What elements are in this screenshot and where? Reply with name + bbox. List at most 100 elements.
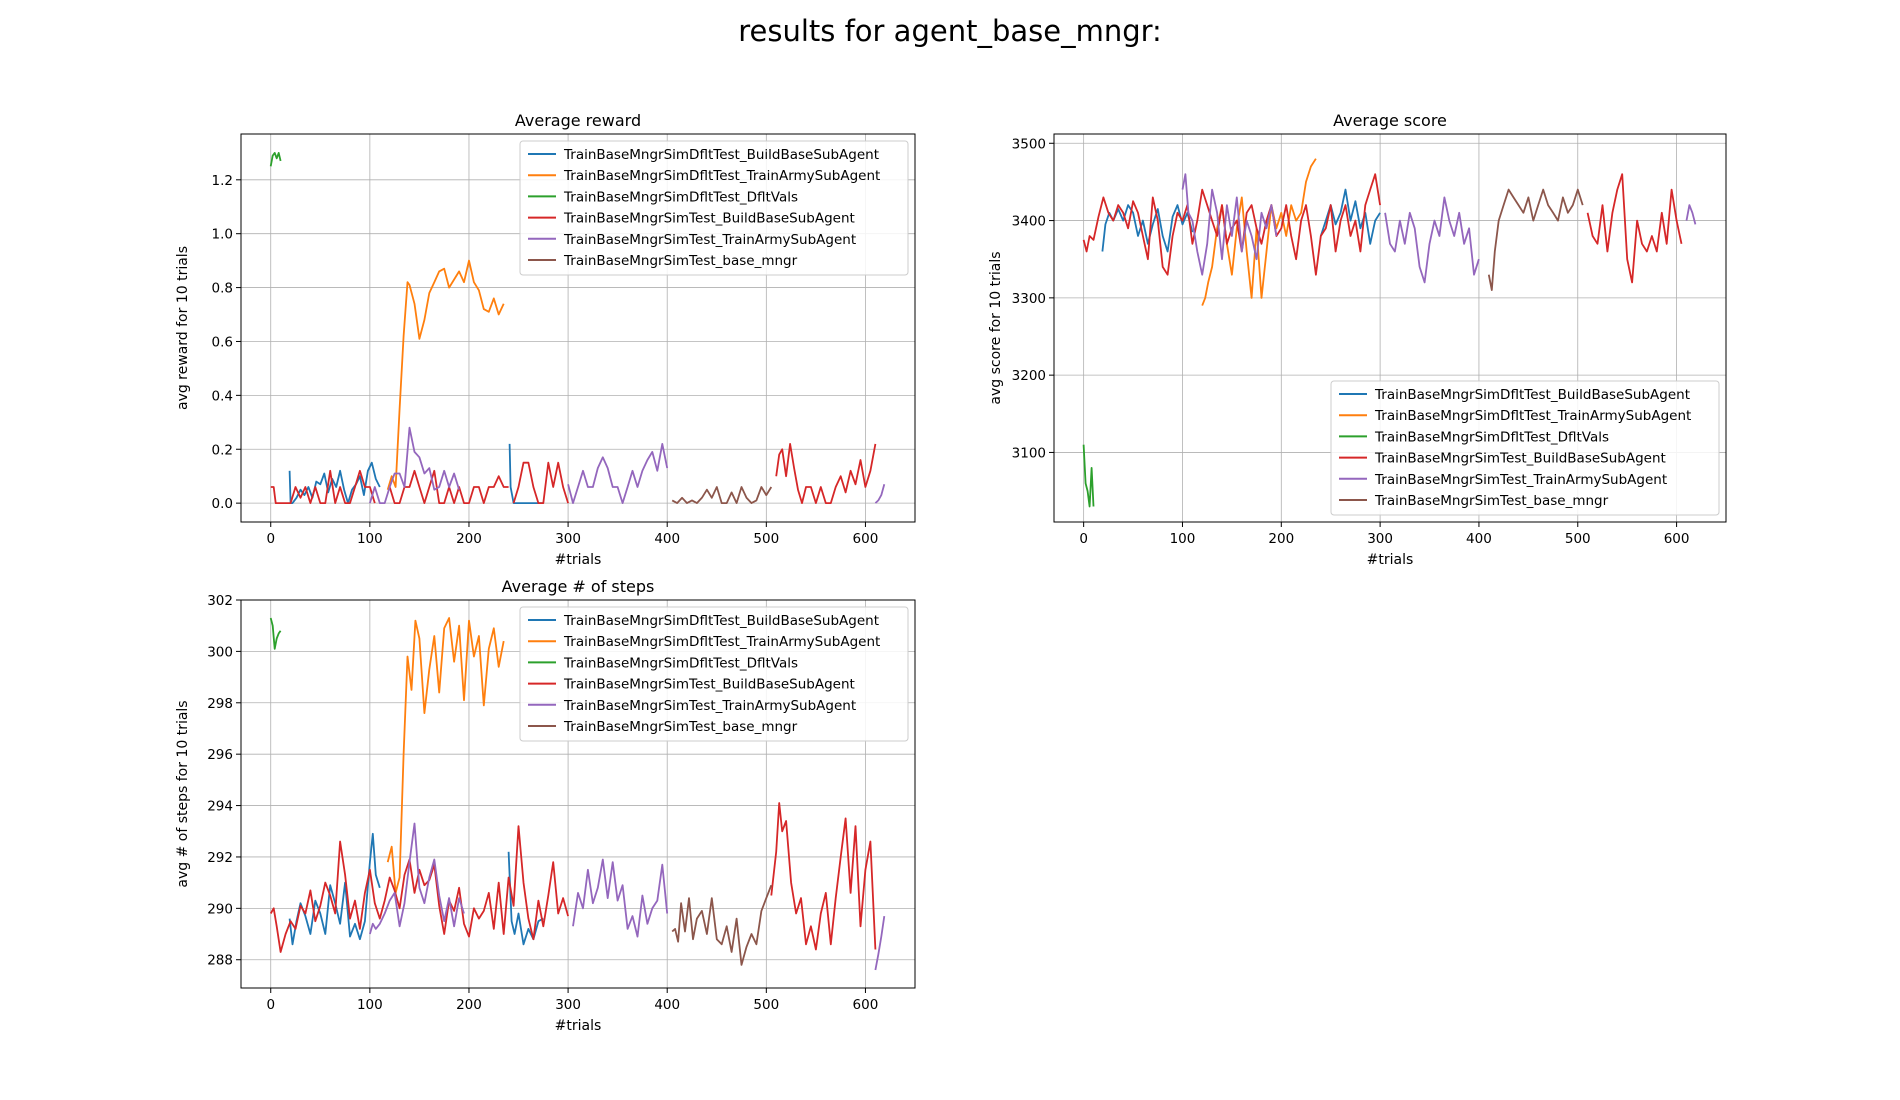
x-tick-label: 600 <box>853 997 879 1013</box>
legend-label: TrainBaseMngrSimDfltTest_BuildBaseSubAge… <box>1374 387 1690 403</box>
series-line-4-0 <box>369 426 460 505</box>
y-tick-label: 3200 <box>1012 368 1046 384</box>
x-tick-label: 0 <box>1079 531 1088 547</box>
series-line-3-0 <box>270 469 376 505</box>
x-tick-label: 400 <box>654 531 680 547</box>
x-tick-label: 0 <box>266 997 275 1013</box>
figure-title: results for agent_base_mngr: <box>738 14 1162 48</box>
y-tick-label: 3500 <box>1012 136 1046 152</box>
y-tick-label: 1.0 <box>212 227 233 243</box>
legend-box <box>519 606 909 742</box>
y-tick-label: 3100 <box>1012 445 1046 461</box>
legend-label: TrainBaseMngrSimTest_BuildBaseSubAgent <box>563 677 855 693</box>
series-line-3-1 <box>1586 173 1683 284</box>
x-axis-label: #trials <box>555 552 602 568</box>
legend-label: TrainBaseMngrSimTest_BuildBaseSubAgent <box>563 211 855 227</box>
series-line-4-2 <box>1685 204 1697 225</box>
series-line-0-1 <box>508 443 544 505</box>
y-tick-label: 0.4 <box>212 388 233 404</box>
series-line-2-0 <box>269 151 282 167</box>
x-tick-label: 200 <box>1268 531 1294 547</box>
chart-average-steps: 0 100 200 300 400 500 600 288 290 292 294 296 298 300… <box>175 577 916 1034</box>
chart-average-score: 0 100 200 300 400 500 600 3100 3200 3300 3400 3500 A… <box>988 111 1727 568</box>
series-line-3-3 <box>775 442 877 505</box>
x-tick-label: 600 <box>853 531 879 547</box>
y-axis-label: avg # of steps for 10 trials <box>175 700 191 887</box>
legend-box <box>1330 380 1720 516</box>
y-tick-label: 0.8 <box>212 281 233 297</box>
legend-label: TrainBaseMngrSimTest_base_mngr <box>563 253 798 269</box>
series-line-1-0 <box>386 617 505 894</box>
series-line-0-1 <box>507 851 544 946</box>
legend-label: TrainBaseMngrSimTest_BuildBaseSubAgent <box>1374 451 1666 467</box>
series-line-3-0 <box>269 825 569 953</box>
legend-label: TrainBaseMngrSimDfltTest_BuildBaseSubAge… <box>563 613 879 629</box>
x-tick-label: 100 <box>1170 531 1196 547</box>
legend-label: TrainBaseMngrSimDfltTest_DfltVals <box>563 189 798 205</box>
series-line-2-0 <box>1082 444 1095 508</box>
x-tick-label: 400 <box>654 997 680 1013</box>
y-tick-label: 302 <box>207 593 233 609</box>
legend-label: TrainBaseMngrSimDfltTest_DfltVals <box>1374 429 1609 445</box>
y-tick-label: 294 <box>207 799 233 815</box>
y-tick-label: 288 <box>207 953 233 969</box>
series-line-2-0 <box>269 617 282 650</box>
legend-box <box>519 140 909 276</box>
legend-label: TrainBaseMngrSimDfltTest_DfltVals <box>563 655 798 671</box>
plot-frame <box>240 599 916 989</box>
legend-label: TrainBaseMngrSimDfltTest_TrainArmySubAge… <box>1374 408 1691 424</box>
y-tick-label: 292 <box>207 850 233 866</box>
y-tick-label: 0.0 <box>212 496 233 512</box>
series-line-1-0 <box>386 259 505 490</box>
legend-label: TrainBaseMngrSimTest_base_mngr <box>563 719 798 735</box>
series-line-4-2 <box>874 915 886 971</box>
series-line-3-2 <box>512 461 569 505</box>
plot-frame <box>1053 133 1727 523</box>
plot-frame <box>240 133 916 523</box>
series-line-4-0 <box>369 822 465 935</box>
y-tick-label: 0.6 <box>212 334 233 350</box>
y-axis-label: avg score for 10 trials <box>988 251 1004 404</box>
legend-label: TrainBaseMngrSimDfltTest_BuildBaseSubAge… <box>563 147 879 163</box>
x-tick-label: 500 <box>1565 531 1591 547</box>
y-tick-label: 296 <box>207 747 233 763</box>
series-line-4-2 <box>874 484 886 504</box>
series-line-4-1 <box>1384 196 1480 284</box>
series-line-5-0 <box>671 486 773 505</box>
chart-title: Average reward <box>515 111 641 130</box>
series-line-4-1 <box>572 858 669 938</box>
x-tick-label: 0 <box>266 531 275 547</box>
x-tick-label: 300 <box>555 531 581 547</box>
chart-title: Average score <box>1333 111 1447 130</box>
series-line-3-0 <box>1082 173 1381 276</box>
series-line-4-0 <box>1181 173 1278 276</box>
series-line-5-0 <box>1487 188 1584 292</box>
legend-label: TrainBaseMngrSimTest_TrainArmySubAgent <box>563 232 856 248</box>
y-tick-label: 1.2 <box>212 173 233 189</box>
y-tick-label: 3300 <box>1012 291 1046 307</box>
legend-label: TrainBaseMngrSimDfltTest_TrainArmySubAge… <box>563 634 880 650</box>
x-tick-label: 600 <box>1664 531 1690 547</box>
series-line-3-1 <box>770 802 877 951</box>
legend-label: TrainBaseMngrSimTest_TrainArmySubAgent <box>1374 472 1667 488</box>
x-tick-label: 100 <box>357 531 383 547</box>
y-axis-label: avg reward for 10 trials <box>175 246 191 410</box>
x-tick-label: 500 <box>753 531 779 547</box>
x-tick-label: 100 <box>357 997 383 1013</box>
legend-label: TrainBaseMngrSimTest_TrainArmySubAgent <box>563 698 856 714</box>
legend-label: TrainBaseMngrSimDfltTest_TrainArmySubAge… <box>563 168 880 184</box>
x-axis-label: #trials <box>1367 552 1414 568</box>
y-tick-label: 0.2 <box>212 442 233 458</box>
y-tick-label: 290 <box>207 901 233 917</box>
y-tick-label: 298 <box>207 696 233 712</box>
x-tick-label: 200 <box>456 531 482 547</box>
y-tick-label: 3400 <box>1012 214 1046 230</box>
series-line-5-0 <box>671 884 773 966</box>
series-line-4-1 <box>567 442 669 505</box>
chart-title: Average # of steps <box>502 577 655 596</box>
x-tick-label: 500 <box>753 997 779 1013</box>
x-tick-label: 300 <box>1367 531 1393 547</box>
x-axis-label: #trials <box>555 1018 602 1034</box>
x-tick-label: 300 <box>555 997 581 1013</box>
